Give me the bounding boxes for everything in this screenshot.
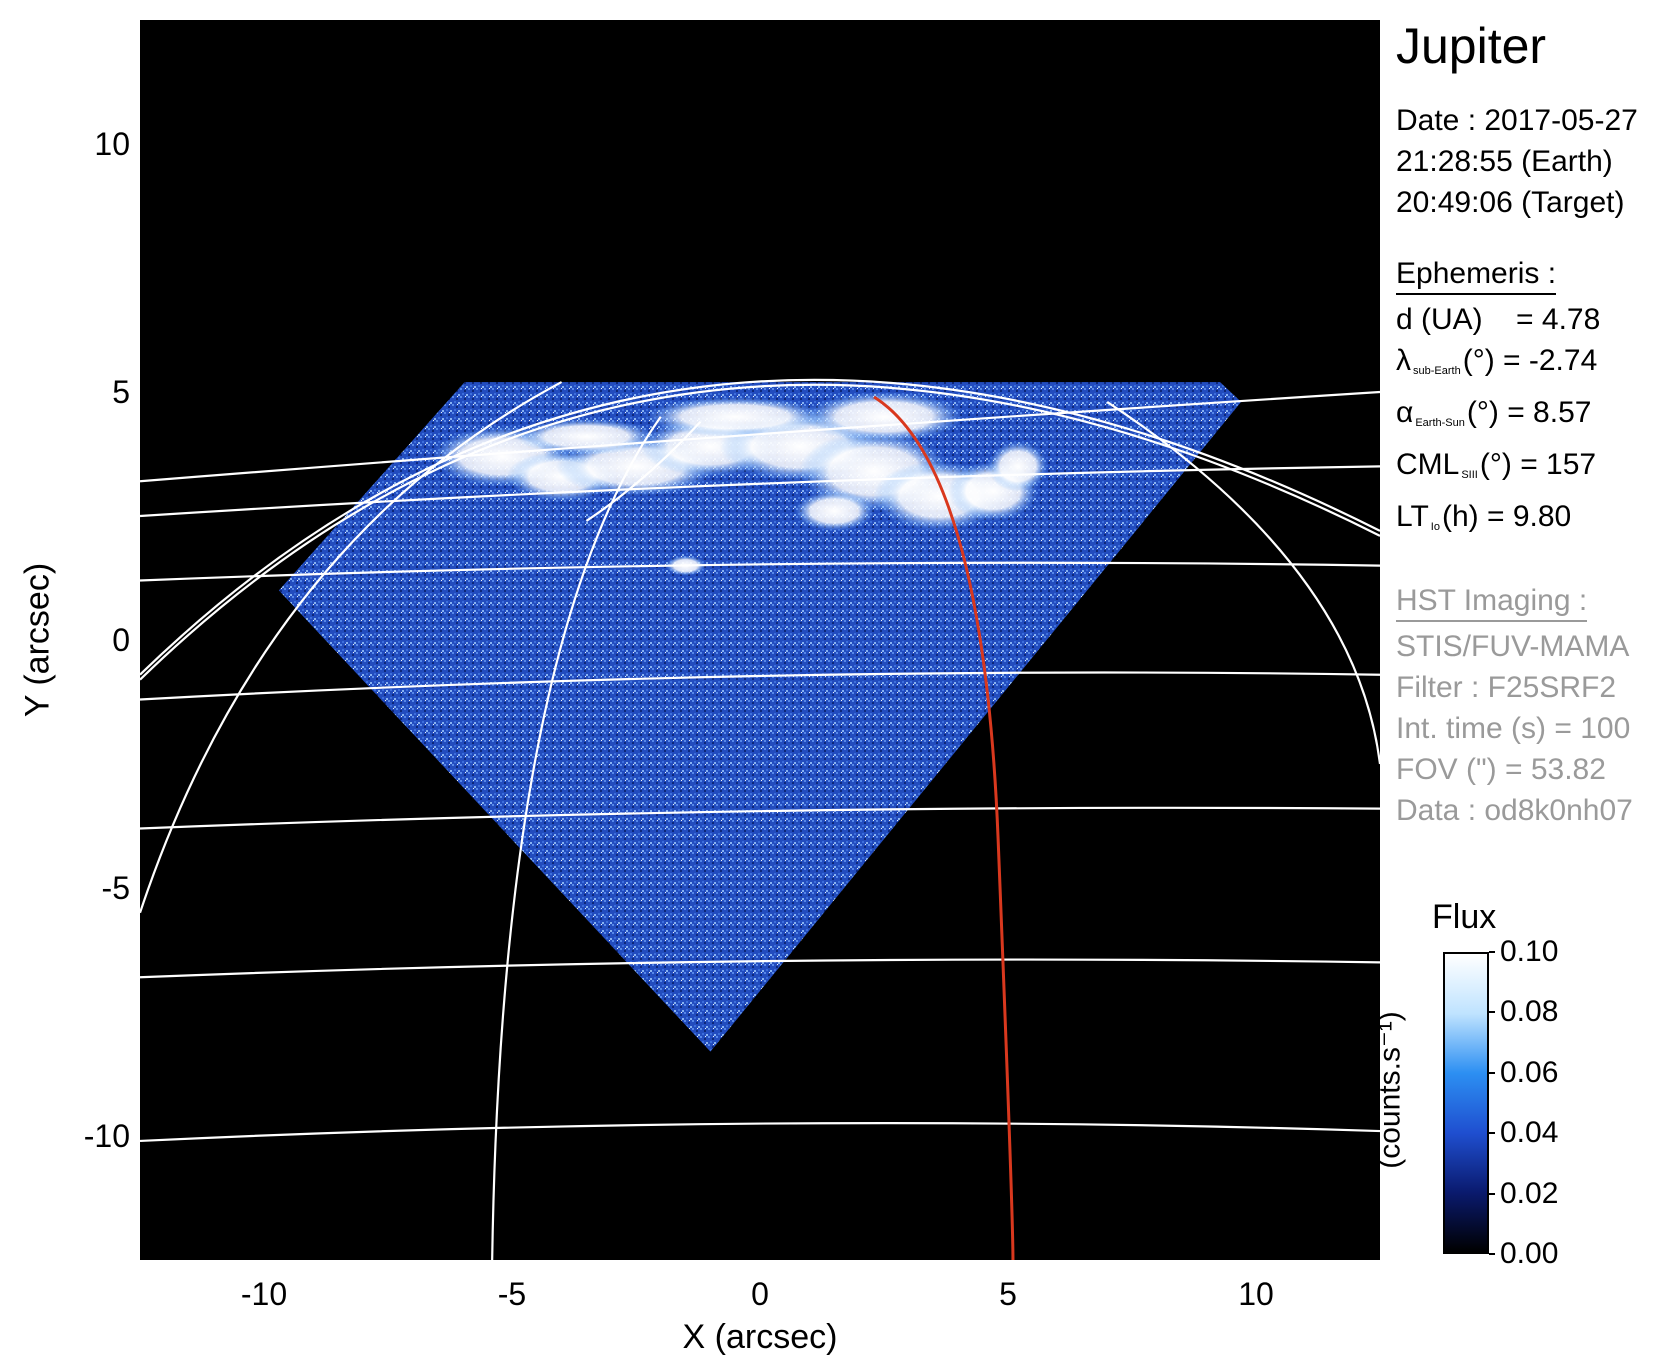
grid-line bbox=[140, 806, 1380, 830]
grid-line bbox=[140, 671, 1380, 701]
hour-unit: (h) bbox=[1441, 500, 1479, 533]
info-panel: Jupiter Date : 2017-05-27 21:28:55 (Eart… bbox=[1396, 18, 1677, 831]
y-axis-label: Y (arcsec) bbox=[18, 562, 57, 718]
aurora-emission-patch bbox=[987, 441, 1048, 492]
auroral-emission bbox=[432, 391, 1048, 576]
planetographic-grid bbox=[140, 378, 1380, 1260]
aurora-emission-patch bbox=[804, 391, 964, 442]
x-tick-label: 0 bbox=[751, 1276, 769, 1312]
colorbar bbox=[1443, 952, 1489, 1254]
target-time: 20:49:06 (Target) bbox=[1396, 186, 1625, 219]
detector-field-of-view bbox=[140, 20, 1380, 1052]
grid-line bbox=[585, 421, 702, 522]
x-tick-label: -10 bbox=[240, 1276, 288, 1312]
grid-line bbox=[1106, 401, 1380, 765]
field-of-view: FOV (") = 53.82 bbox=[1396, 753, 1606, 786]
x-tick-label: 10 bbox=[1238, 1276, 1274, 1312]
y-tick-label: 10 bbox=[94, 126, 130, 162]
grid-line bbox=[140, 1122, 1380, 1143]
sub-earth-value: = -2.74 bbox=[1503, 344, 1598, 377]
grid-line bbox=[140, 381, 563, 914]
aurora-emission-patch bbox=[645, 396, 826, 437]
sub-earth-subscript: sub-Earth bbox=[1413, 365, 1461, 377]
phase-angle-value: = 8.57 bbox=[1507, 396, 1592, 429]
aurora-image-plot bbox=[140, 20, 1380, 1260]
dataset-id: Data : od8k0nh07 bbox=[1396, 794, 1633, 827]
colorbar-tick bbox=[1489, 1192, 1495, 1195]
colorbar-tick bbox=[1489, 1071, 1495, 1074]
colorbar-tick-label: 0.04 bbox=[1500, 1116, 1559, 1150]
io-subscript: Io bbox=[1430, 521, 1440, 533]
sub-earth-longitude-row: λ sub-Earth(°) = -2.74 bbox=[1396, 340, 1677, 392]
earth-sun-subscript: Earth-Sun bbox=[1415, 417, 1465, 429]
grid-line bbox=[140, 465, 1380, 518]
colorbar-tick bbox=[1489, 951, 1495, 953]
colorbar-tick-label: 0.06 bbox=[1500, 1055, 1559, 1089]
colorbar-tick-label: 0.10 bbox=[1500, 935, 1559, 968]
local-time-row: LT Io(h) = 9.80 bbox=[1396, 496, 1677, 548]
y-tick-label: -10 bbox=[83, 1118, 130, 1154]
x-tick-label: 5 bbox=[999, 1276, 1017, 1312]
colorbar-unit: (counts.s⁻¹) bbox=[1373, 1011, 1407, 1169]
colorbar-tick bbox=[1489, 1011, 1495, 1014]
integration-time: Int. time (s) = 100 bbox=[1396, 712, 1631, 745]
aurora-emission-patch bbox=[516, 418, 657, 455]
cml-row: CML SIII(°) = 157 bbox=[1396, 444, 1677, 496]
colorbar-tick-label: 0.00 bbox=[1500, 1237, 1559, 1270]
grid-line bbox=[140, 390, 1380, 483]
cml-value: = 157 bbox=[1520, 448, 1597, 481]
target-name: Jupiter bbox=[1396, 18, 1547, 74]
colorbar-tick bbox=[1489, 1253, 1495, 1255]
colorbar-tick bbox=[1489, 1132, 1495, 1135]
grid-line bbox=[491, 416, 662, 1260]
cml-symbol: CML bbox=[1396, 448, 1460, 481]
y-tick-label: 0 bbox=[112, 622, 130, 658]
degree-unit: (°) bbox=[1479, 448, 1512, 481]
y-tick-label: -5 bbox=[101, 870, 130, 906]
distance-value: = 4.78 bbox=[1516, 303, 1601, 336]
degree-unit: (°) bbox=[1466, 396, 1499, 429]
earth-time: 21:28:55 (Earth) bbox=[1396, 145, 1613, 178]
observation-date: Date : 2017-05-27 bbox=[1396, 104, 1638, 137]
filter: Filter : F25SRF2 bbox=[1396, 671, 1617, 704]
x-axis-label: X (arcsec) bbox=[682, 1318, 838, 1356]
instrument: STIS/FUV-MAMA bbox=[1396, 630, 1630, 663]
distance-row: d (UA) = 4.78 bbox=[1396, 299, 1677, 340]
aurora-image bbox=[140, 20, 1380, 1260]
x-tick-label: -5 bbox=[497, 1276, 527, 1312]
grid-line bbox=[140, 378, 1380, 676]
alpha-symbol: α bbox=[1396, 396, 1414, 429]
siii-subscript: SIII bbox=[1461, 469, 1478, 481]
io-footpath bbox=[873, 395, 1015, 1260]
ephemeris-heading: Ephemeris : bbox=[1396, 255, 1557, 295]
colorbar-tick-label: 0.02 bbox=[1500, 1176, 1559, 1210]
colorbar-tick-label: 0.08 bbox=[1500, 995, 1559, 1029]
lambda-symbol: λ bbox=[1396, 344, 1411, 377]
degree-unit: (°) bbox=[1462, 344, 1495, 377]
distance-label: d (UA) bbox=[1396, 303, 1483, 336]
colorbar-title: Flux bbox=[1432, 898, 1497, 936]
io-footpath-line bbox=[873, 395, 1015, 1260]
lt-symbol: LT bbox=[1396, 500, 1429, 533]
hst-imaging-heading: HST Imaging : bbox=[1396, 582, 1588, 622]
y-tick-label: 5 bbox=[112, 374, 130, 410]
grid-line bbox=[140, 958, 1380, 979]
local-time-value: = 9.80 bbox=[1487, 500, 1572, 533]
phase-angle-row: α Earth-Sun(°) = 8.57 bbox=[1396, 392, 1677, 444]
aurora-emission-patch bbox=[794, 491, 875, 532]
limb-mask bbox=[140, 20, 1380, 383]
